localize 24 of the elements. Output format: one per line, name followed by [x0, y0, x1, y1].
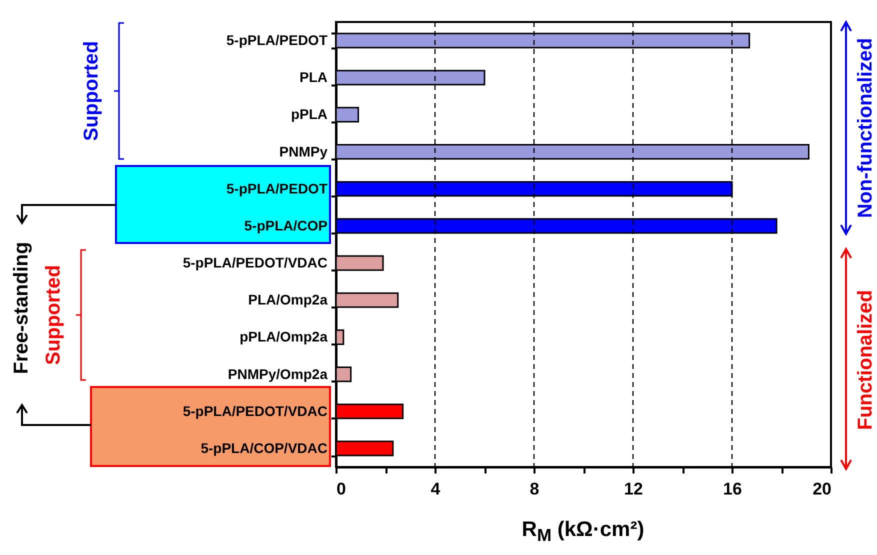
text: Supported	[80, 41, 104, 141]
x-tick-label: 12	[624, 480, 643, 498]
x-tick-label: 20	[812, 480, 832, 498]
y-tick-label: 5-pPLA/PEDOT	[226, 32, 328, 48]
y-tick-label: 5-pPLA/COP/VDAC	[200, 440, 328, 456]
y-tick-label: pPLA/Omp2a	[240, 328, 328, 345]
y-tick-label: 5-pPLA/PEDOT/VDAC	[182, 402, 328, 419]
x-axis-title: R$_{M}$ (kΩ·cm²)	[522, 518, 644, 546]
x-tick-label: 4	[430, 480, 441, 498]
x-tick-label: 16	[723, 480, 742, 498]
text: Free-standing	[10, 242, 34, 374]
y-tick-label: PLA	[300, 69, 328, 86]
x-tick-label: 8	[530, 480, 540, 498]
y-tick-label: 5-pPLA/PEDOT	[226, 180, 328, 196]
y-tick-label: 5-pPLA/PEDOT/VDAC	[182, 254, 328, 271]
text: Non-functionalized	[854, 38, 877, 218]
y-tick-label: PNMPy/Omp2a	[228, 366, 328, 382]
text: Functionalized	[854, 290, 877, 430]
x-tick-label: 0	[336, 480, 346, 498]
y-tick-label: pPLA	[290, 106, 328, 122]
text: Supported	[42, 265, 66, 365]
y-tick-label: PLA/Omp2a	[248, 292, 328, 308]
y-tick-label: PNMPy	[279, 143, 328, 160]
y-tick-label: 5-pPLA/COP	[244, 217, 328, 234]
